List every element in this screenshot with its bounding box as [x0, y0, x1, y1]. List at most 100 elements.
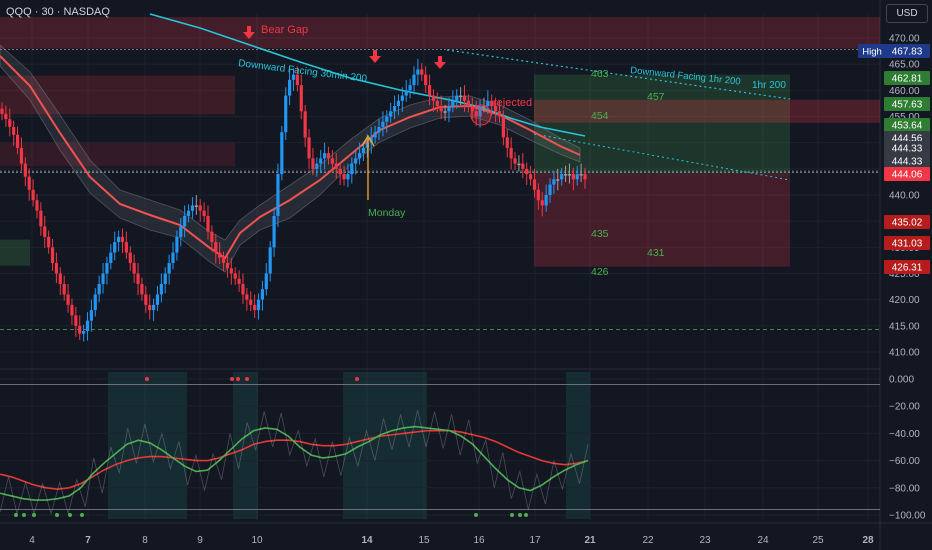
bear-gap-label: Bear Gap — [261, 24, 308, 36]
candle-body — [113, 242, 117, 253]
price-tick-label: 460.00 — [889, 86, 920, 97]
candle-body — [124, 242, 128, 253]
candle-body — [505, 137, 509, 148]
price-tick-label: 415.00 — [889, 321, 920, 332]
candle-body — [365, 142, 369, 148]
candle-body — [198, 205, 202, 211]
candle-body — [62, 283, 66, 295]
candle-body — [482, 106, 486, 108]
candle-body — [272, 215, 276, 248]
badge-tag-label: High — [862, 47, 882, 58]
candle-body — [0, 108, 4, 114]
candle-body — [571, 174, 575, 180]
price-tick-label: 470.00 — [889, 34, 920, 45]
candle-body — [218, 252, 222, 258]
osc-bottom-dot — [22, 513, 26, 517]
resistance-band — [534, 99, 880, 123]
price-badge-value: 462.81 — [892, 74, 923, 85]
candle-body — [132, 263, 136, 274]
candle-body — [579, 174, 583, 176]
candle-body — [167, 263, 171, 274]
candle-body — [311, 158, 315, 169]
candle-body — [544, 195, 548, 206]
down-arrow-icon — [369, 56, 381, 63]
candle-body — [54, 263, 59, 274]
candle-body — [416, 69, 420, 75]
osc-top-dot — [145, 377, 149, 381]
candle-body — [299, 85, 303, 112]
oscillator-shade — [566, 372, 590, 519]
price-badge — [884, 167, 930, 181]
bear-gap-zone — [0, 17, 880, 49]
candle-body — [171, 252, 175, 264]
candle-body — [268, 247, 272, 274]
candle-body — [74, 315, 78, 326]
osc-tick-label: −60.00 — [889, 456, 920, 467]
candle-body — [210, 231, 214, 243]
osc-tick-label: −40.00 — [889, 429, 920, 440]
price-badge-value: 444.56 — [892, 134, 923, 145]
candle-body — [89, 310, 93, 321]
price-tick-label: 440.00 — [889, 191, 920, 202]
candle-body — [280, 132, 284, 175]
candle-body — [78, 325, 82, 334]
candle-body — [361, 147, 366, 154]
level-label-red: 431 — [647, 247, 665, 259]
candle-body — [128, 252, 132, 264]
down-arrow-icon — [434, 62, 446, 69]
candle-body — [175, 236, 179, 253]
candle-body — [58, 273, 62, 284]
candle-body — [466, 100, 470, 107]
time-tick-label: 16 — [473, 535, 485, 546]
candle-body — [400, 95, 404, 101]
candle-body — [536, 189, 540, 201]
candle-body — [27, 176, 31, 190]
candle-body — [307, 137, 311, 159]
candle-body — [109, 252, 113, 264]
candle-body — [556, 179, 560, 181]
candle-body — [202, 210, 206, 216]
candle-body — [447, 106, 451, 112]
level-label-green: 457 — [647, 91, 665, 103]
price-tick-label: 455.00 — [889, 112, 920, 123]
level-label-green: 454 — [591, 110, 609, 122]
candle-body — [470, 106, 474, 112]
down-arrow-shaft — [247, 26, 251, 32]
candle-body — [85, 320, 90, 332]
currency-button[interactable]: USD — [886, 4, 928, 23]
candle-body — [346, 174, 350, 180]
candle-body — [521, 163, 525, 169]
osc-bottom-dot — [518, 513, 522, 517]
osc-bottom-dot — [524, 513, 528, 517]
candle-body — [528, 174, 533, 180]
candle-body — [478, 106, 482, 117]
candle-body — [35, 200, 39, 211]
osc-raw-line — [0, 410, 589, 516]
price-badge-value: 453.64 — [892, 121, 923, 132]
time-tick-label: 25 — [812, 535, 824, 546]
candle-body — [23, 163, 27, 177]
candle-body — [342, 174, 346, 180]
price-badge — [884, 71, 930, 85]
time-tick-label: 21 — [584, 535, 596, 546]
candle-body — [31, 189, 35, 201]
candle-body — [497, 111, 502, 117]
price-tick-label: 465.00 — [889, 60, 920, 71]
candle-body — [50, 247, 55, 264]
osc-tick-label: −20.00 — [889, 402, 920, 413]
osc-top-dot — [236, 377, 240, 381]
price-badge-value: 426.31 — [892, 263, 923, 274]
price-badge-value: 431.03 — [892, 239, 923, 250]
osc-top-dot — [245, 377, 249, 381]
osc-bottom-dot — [474, 513, 478, 517]
time-tick-label: 7 — [85, 535, 91, 546]
candle-body — [486, 100, 490, 107]
price-badge-value: 444.33 — [892, 157, 923, 168]
time-tick-label: 8 — [142, 535, 148, 546]
time-tick-label: 23 — [699, 535, 711, 546]
candle-body — [459, 95, 463, 98]
candle-body — [4, 113, 8, 120]
ema-band — [0, 44, 581, 273]
